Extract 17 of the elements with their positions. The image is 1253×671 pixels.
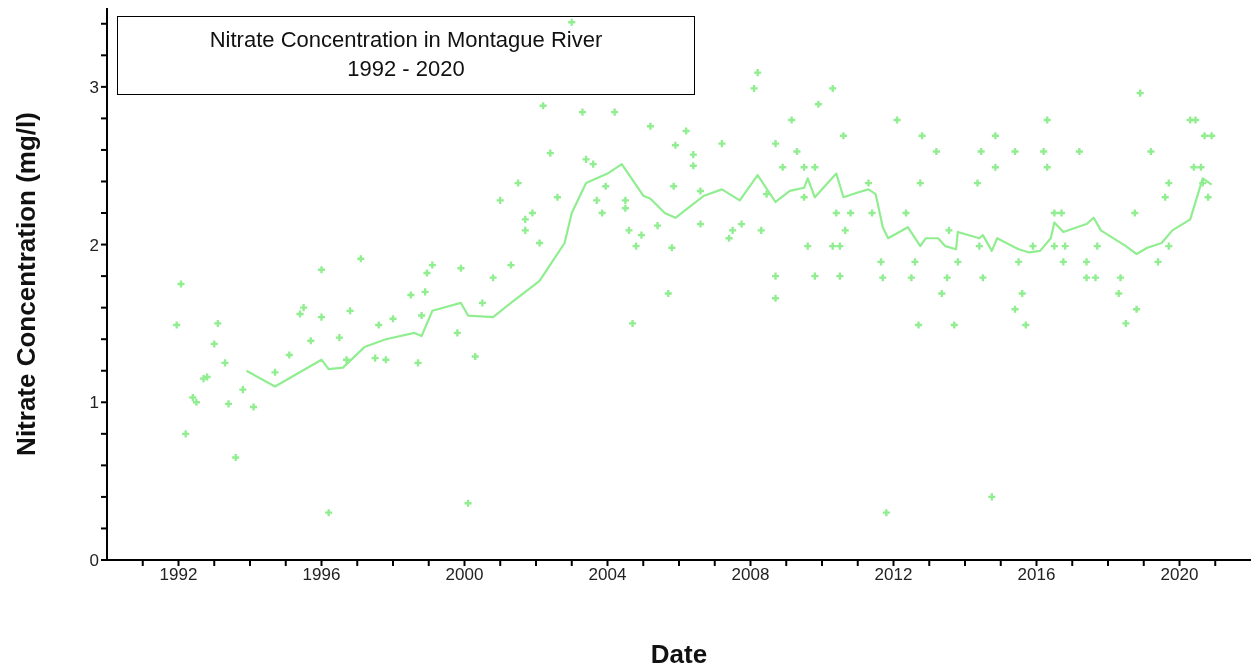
text: 1992 - 2020: [346, 55, 466, 83]
x-tick-label: 2016: [1017, 565, 1056, 585]
y-tick-label: 0: [89, 551, 99, 571]
x-tick-label: 2012: [874, 565, 913, 585]
x-tick-label: 2008: [731, 565, 770, 585]
y-tick-label: 3: [89, 77, 99, 97]
y-tick-label: 1: [89, 393, 99, 413]
line-series: [245, 163, 1213, 388]
x-tick-label: 2020: [1160, 565, 1199, 585]
x-tick-label: 2004: [588, 565, 627, 585]
x-tick-label: 2000: [445, 565, 484, 585]
text: Nitrate Concentration in Montague River: [208, 26, 604, 54]
x-tick-label: 1996: [302, 565, 341, 585]
x-tick-label: 1992: [159, 565, 198, 585]
x-axis-title: Date: [650, 639, 708, 669]
y-axis-title: Nitrate Concentration (mg/l): [11, 112, 42, 456]
y-tick-label: 2: [89, 235, 99, 255]
